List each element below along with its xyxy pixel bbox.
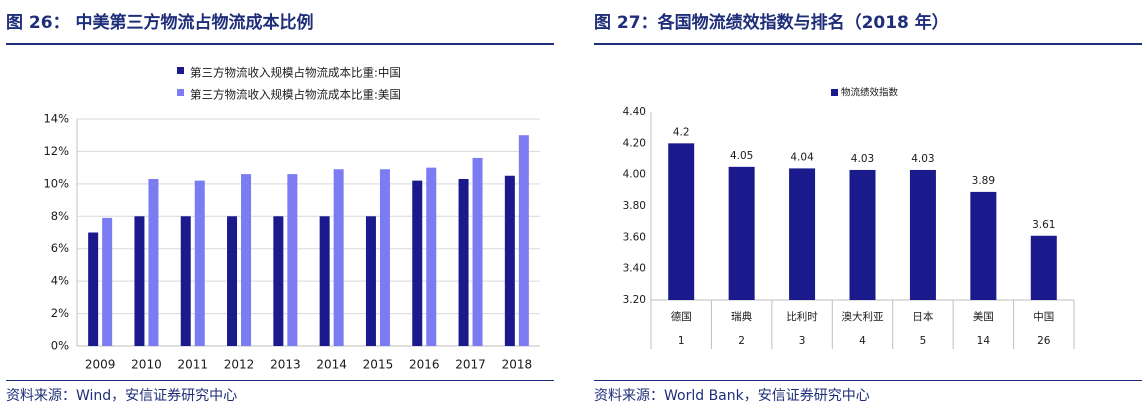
rank-label: 1 bbox=[678, 335, 685, 347]
figure-26-panel: 图 26： 中美第三方物流占物流成本比例 第三方物流收入规模占物流成本比重:中国… bbox=[0, 0, 560, 412]
data-label: 3.61 bbox=[1032, 219, 1055, 231]
y-tick-label: 4.40 bbox=[623, 106, 646, 118]
figure-27-chart: 物流绩效指数 3.20 3.40 3.60 3.80 4.00 4.20 4.40 4.2 德国 1… bbox=[623, 87, 1075, 349]
bar-日本 bbox=[909, 169, 936, 300]
bar-比利时 bbox=[789, 168, 816, 300]
rank-label: 3 bbox=[799, 335, 806, 347]
bar-usa-2014 bbox=[333, 169, 344, 346]
y-tick-label: 6% bbox=[51, 241, 69, 255]
bar-china-2012 bbox=[227, 216, 238, 346]
x-tick-label: 德国 bbox=[671, 310, 692, 323]
bar-china-2018 bbox=[504, 175, 515, 346]
y-tick-label: 3.80 bbox=[623, 200, 646, 212]
y-tick-label: 3.40 bbox=[623, 263, 646, 275]
bar-usa-2018 bbox=[518, 135, 529, 346]
bar-china-2011 bbox=[180, 216, 191, 346]
bar-瑞典 bbox=[728, 166, 755, 300]
y-tick-label: 8% bbox=[51, 209, 69, 223]
x-tick-label: 2016 bbox=[409, 358, 440, 372]
figure-27-bottom-rule bbox=[594, 380, 1142, 381]
bar-usa-2016 bbox=[426, 167, 437, 346]
rank-label: 14 bbox=[977, 335, 991, 347]
y-tick-label: 4% bbox=[51, 274, 69, 288]
x-tick-label: 2015 bbox=[363, 358, 394, 372]
x-tick-label: 2018 bbox=[502, 358, 533, 372]
y-tick-label: 4.00 bbox=[623, 169, 646, 181]
rank-label: 2 bbox=[738, 335, 745, 347]
bar-usa-2011 bbox=[194, 180, 205, 346]
figure-26-top-rule bbox=[6, 43, 554, 45]
data-label: 4.03 bbox=[851, 153, 874, 165]
legend-swatch-2 bbox=[177, 89, 184, 96]
bar-usa-2013 bbox=[287, 174, 298, 346]
figure-27-panel: 图 27：各国物流绩效指数与排名（2018 年） 物流绩效指数 3.20 3.40 3… bbox=[588, 0, 1148, 412]
y-tick-label: 2% bbox=[51, 306, 69, 320]
x-tick-label: 2009 bbox=[85, 358, 116, 372]
bar-usa-2015 bbox=[379, 169, 390, 346]
bar-澳大利亚 bbox=[849, 169, 876, 300]
x-tick-label: 2012 bbox=[224, 358, 255, 372]
bar-china-2016 bbox=[412, 180, 423, 346]
x-tick-label: 2010 bbox=[131, 358, 162, 372]
bar-usa-2010 bbox=[148, 178, 159, 346]
y-tick-label: 4.20 bbox=[623, 137, 646, 149]
x-tick-label: 中国 bbox=[1033, 310, 1054, 323]
y-tick-label: 14% bbox=[43, 112, 69, 126]
x-tick-label: 日本 bbox=[912, 310, 933, 323]
bar-usa-2009 bbox=[102, 217, 113, 346]
figure-27-source: 资料来源：World Bank，安信证券研究中心 bbox=[594, 388, 870, 404]
bar-美国 bbox=[970, 191, 997, 300]
rank-label: 4 bbox=[859, 335, 866, 347]
data-label: 4.05 bbox=[730, 150, 753, 162]
legend-swatch bbox=[831, 89, 838, 96]
data-label: 3.89 bbox=[972, 175, 995, 187]
bar-china-2015 bbox=[365, 216, 376, 346]
y-tick-label: 0% bbox=[51, 339, 69, 353]
bar-中国 bbox=[1030, 235, 1057, 300]
x-tick-label: 2017 bbox=[455, 358, 486, 372]
x-tick-label: 2011 bbox=[177, 358, 208, 372]
figure-26-bottom-rule bbox=[6, 380, 554, 381]
x-tick-label: 美国 bbox=[973, 310, 994, 323]
y-tick-label: 12% bbox=[43, 144, 69, 158]
rank-label: 26 bbox=[1037, 335, 1051, 347]
legend-label-2: 第三方物流收入规模占物流成本比重:美国 bbox=[190, 88, 401, 102]
figure-27-top-rule bbox=[594, 43, 1142, 45]
bar-china-2014 bbox=[319, 216, 330, 346]
bar-德国 bbox=[668, 143, 695, 300]
bar-china-2017 bbox=[458, 178, 469, 346]
data-label: 4.04 bbox=[790, 151, 814, 163]
x-tick-label: 2013 bbox=[270, 358, 301, 372]
legend-label: 物流绩效指数 bbox=[841, 87, 899, 99]
y-tick-label: 3.60 bbox=[623, 231, 646, 243]
x-tick-label: 比利时 bbox=[786, 310, 818, 323]
bar-usa-2017 bbox=[472, 157, 483, 346]
data-label: 4.03 bbox=[911, 153, 934, 165]
y-tick-label: 3.20 bbox=[623, 294, 646, 306]
bar-china-2010 bbox=[134, 216, 145, 346]
x-tick-label: 澳大利亚 bbox=[842, 310, 884, 323]
y-tick-label: 10% bbox=[43, 176, 69, 190]
legend-swatch-1 bbox=[177, 67, 184, 74]
legend-label-1: 第三方物流收入规模占物流成本比重:中国 bbox=[190, 66, 401, 80]
rank-label: 5 bbox=[920, 335, 927, 347]
bar-usa-2012 bbox=[241, 174, 252, 346]
x-tick-label: 2014 bbox=[316, 358, 347, 372]
figure-26-title: 图 26： 中美第三方物流占物流成本比例 bbox=[6, 13, 314, 33]
bar-china-2009 bbox=[88, 232, 99, 346]
figure-26-source: 资料来源：Wind，安信证券研究中心 bbox=[6, 388, 238, 404]
figure-27-title: 图 27：各国物流绩效指数与排名（2018 年） bbox=[594, 13, 949, 33]
bar-china-2013 bbox=[273, 216, 284, 346]
x-tick-label: 瑞典 bbox=[731, 310, 753, 323]
data-label: 4.2 bbox=[673, 126, 690, 138]
